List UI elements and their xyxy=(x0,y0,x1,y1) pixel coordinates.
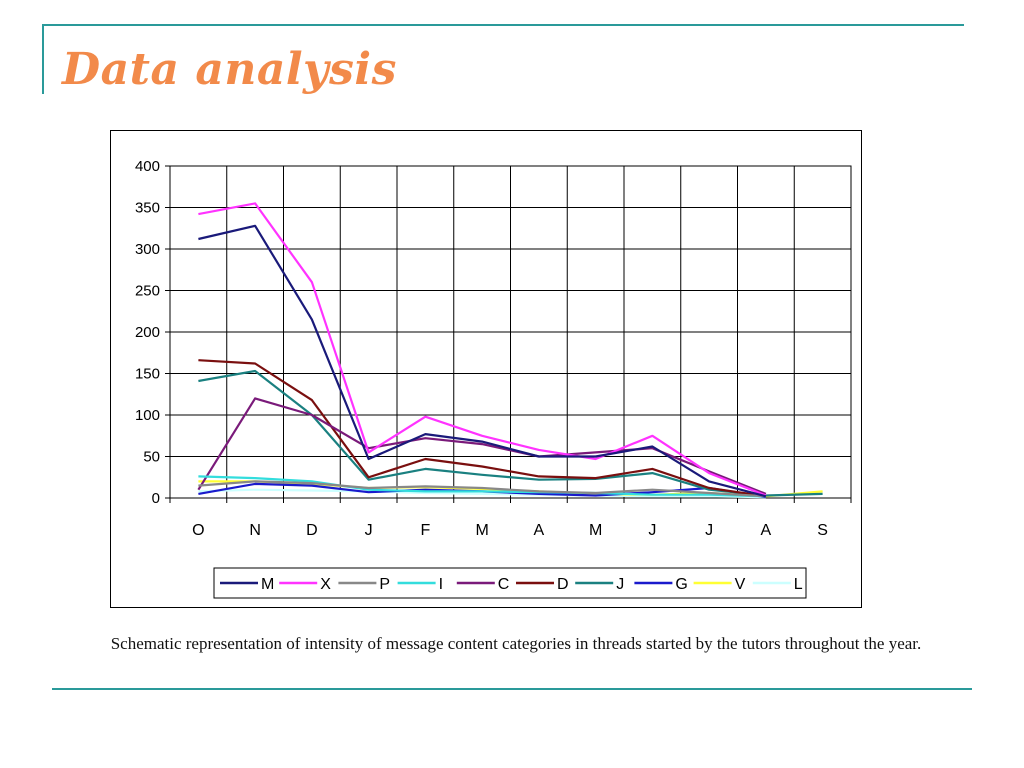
left-rule xyxy=(42,24,44,94)
y-tick-label: 350 xyxy=(135,200,160,217)
x-tick-label: D xyxy=(306,522,318,539)
chart-caption: Schematic representation of intensity of… xyxy=(110,634,922,653)
x-tick-label: A xyxy=(761,522,772,539)
y-tick-label: 200 xyxy=(135,324,160,341)
legend-label: I xyxy=(439,576,443,593)
y-tick-label: 50 xyxy=(143,449,160,466)
bottom-rule xyxy=(52,688,972,690)
x-tick-label: J xyxy=(365,522,373,539)
top-rule xyxy=(42,24,964,26)
legend-label: X xyxy=(320,576,331,593)
x-tick-label: S xyxy=(817,522,828,539)
legend-label: G xyxy=(675,576,687,593)
x-tick-label: M xyxy=(475,522,488,539)
series-line-L xyxy=(198,488,766,499)
y-tick-label: 0 xyxy=(152,490,160,507)
y-tick-label: 300 xyxy=(135,241,160,258)
legend-label: P xyxy=(379,576,390,593)
legend-label: M xyxy=(261,576,274,593)
x-tick-label: J xyxy=(648,522,656,539)
x-tick-label: J xyxy=(705,522,713,539)
y-tick-label: 400 xyxy=(135,158,160,175)
series-line-C xyxy=(197,397,767,495)
series-line-M xyxy=(198,224,767,498)
x-tick-label: F xyxy=(420,522,430,539)
x-tick-label: O xyxy=(192,522,204,539)
slide-title: Data analysis xyxy=(62,44,397,95)
legend-label: J xyxy=(616,576,624,593)
line-chart: 0 50 100 150 200 250 300 350 400 O N D J F M A M J J A S M X P I… xyxy=(135,158,852,599)
series-line-D xyxy=(198,359,767,498)
x-tick-label: A xyxy=(534,522,545,539)
series-line-X xyxy=(198,202,767,497)
y-tick-label: 150 xyxy=(135,366,160,383)
legend-label: D xyxy=(557,576,569,593)
series-line-J xyxy=(198,369,823,497)
chart-frame: 0 50 100 150 200 250 300 350 400 O N D J F M A M J J A S M X P I… xyxy=(110,130,862,608)
legend-label: V xyxy=(735,576,746,593)
x-tick-label: M xyxy=(589,522,602,539)
series-line-I xyxy=(198,475,766,498)
y-tick-label: 100 xyxy=(135,407,160,424)
x-tick-label: N xyxy=(249,522,261,539)
series-line-P xyxy=(198,480,766,498)
legend-label: C xyxy=(498,576,510,593)
y-tick-label: 250 xyxy=(135,283,160,300)
legend-label: L xyxy=(794,576,803,593)
